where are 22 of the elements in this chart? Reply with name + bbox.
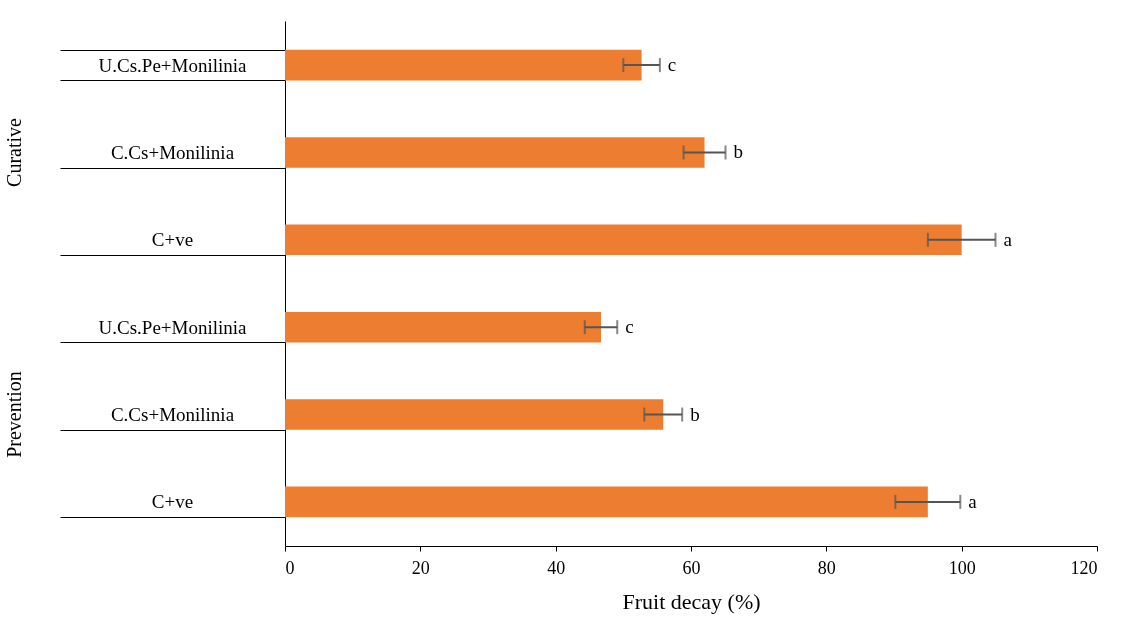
x-tick-label: 80 — [817, 557, 836, 578]
data-label: b — [733, 141, 744, 163]
data-label: c — [625, 316, 634, 338]
data-label: c — [667, 54, 677, 76]
x-axis-title: Fruit decay (%) — [622, 588, 761, 614]
x-tick-label: 20 — [411, 557, 430, 578]
y-tick-label: U.Cs.Pe+Monilinia — [98, 54, 248, 76]
text: Prevention — [3, 371, 25, 458]
x-tick-label: 120 — [1070, 557, 1098, 578]
x-tick-label: 0 — [285, 557, 295, 578]
y-tick-label: C+ve — [151, 229, 194, 251]
y-tick-label: C+ve — [151, 491, 194, 513]
data-label: a — [1003, 228, 1013, 250]
x-tick-label: 100 — [948, 557, 976, 578]
y-tick-label: C.Cs+Monilinia — [110, 141, 235, 163]
x-tick-label: 60 — [682, 557, 701, 578]
y-tick-label: U.Cs.Pe+Monilinia — [98, 316, 248, 338]
x-tick-label: 40 — [547, 557, 566, 578]
text: Curative — [3, 117, 25, 187]
data-label: b — [690, 403, 700, 425]
y-tick-label: C.Cs+Monilinia — [110, 404, 235, 426]
data-label: a — [968, 490, 978, 512]
